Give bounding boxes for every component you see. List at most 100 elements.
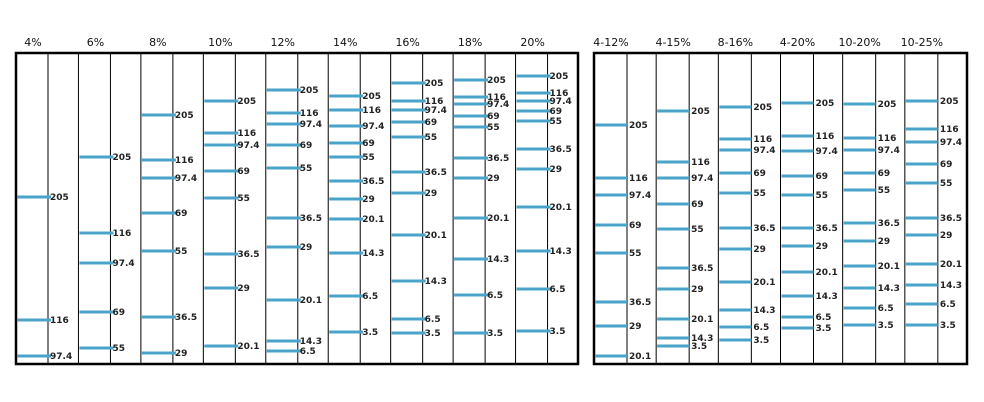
band-size-label: 36.5 (487, 154, 509, 164)
gel-lane: 14% 205 116 97.4 69 55 36.5 29 20.1 14.3 6.5 3.5 (327, 36, 384, 364)
band-size-label: 55 (300, 164, 313, 174)
protein-band (266, 245, 301, 249)
band-size-label: 36.5 (753, 224, 775, 234)
protein-band (141, 113, 176, 117)
protein-band (657, 176, 690, 180)
band-size-label: 6.5 (940, 300, 956, 310)
protein-band (391, 191, 426, 195)
band-size-label: 69 (691, 200, 704, 210)
band-size-label: 97.4 (425, 106, 447, 116)
band-size-label: 205 (753, 103, 772, 113)
protein-band (454, 125, 489, 129)
protein-band (657, 317, 690, 321)
protein-band (657, 160, 690, 164)
protein-band (905, 302, 938, 306)
protein-band (843, 306, 876, 310)
band-size-label: 116 (487, 93, 506, 103)
protein-band (781, 193, 814, 197)
lane-header: 8-16% (718, 36, 753, 49)
lane-header: 14% (333, 36, 357, 49)
band-size-label: 116 (940, 125, 959, 135)
protein-band (843, 264, 876, 268)
protein-band (329, 294, 364, 298)
protein-band (657, 227, 690, 231)
protein-band (454, 257, 489, 261)
band-size-label: 14.3 (487, 255, 509, 265)
protein-band (781, 101, 814, 105)
protein-band (329, 108, 364, 112)
protein-band (329, 179, 364, 183)
band-size-label: 36.5 (550, 145, 572, 155)
band-size-label: 3.5 (487, 329, 503, 339)
protein-band (454, 216, 489, 220)
protein-band (516, 249, 551, 253)
band-size-label: 97.4 (487, 100, 509, 110)
protein-band (204, 196, 239, 200)
protein-band (204, 169, 239, 173)
band-size-label: 20.1 (550, 203, 572, 213)
band-size-label: 205 (878, 100, 897, 110)
lane-header: 18% (458, 36, 482, 49)
band-size-label: 29 (237, 284, 250, 294)
protein-band (454, 176, 489, 180)
protein-band (843, 239, 876, 243)
protein-band (391, 317, 426, 321)
protein-band (719, 105, 752, 109)
band-size-label: 205 (300, 86, 319, 96)
protein-band (17, 354, 51, 358)
protein-band (266, 143, 301, 147)
protein-band (516, 329, 551, 333)
band-size-label: 29 (878, 237, 891, 247)
band-size-label: 36.5 (629, 298, 651, 308)
protein-band (595, 251, 627, 255)
protein-band (843, 323, 876, 327)
protein-band (657, 109, 690, 113)
protein-band (905, 283, 938, 287)
protein-band (391, 135, 426, 139)
band-size-label: 3.5 (878, 321, 894, 331)
protein-band (391, 233, 426, 237)
lane-header: 10-20% (838, 36, 880, 49)
band-size-label: 205 (816, 99, 835, 109)
gradient-gel-panel: 4-12%20511697.4695536.52920.14-15%205116… (592, 36, 969, 366)
band-size-label: 69 (112, 308, 125, 318)
gel-lane: 10-25% 205 116 97.4 69 55 36.5 29 20.1 14.3 6.5 3.5 (901, 36, 962, 364)
band-size-label: 14.3 (425, 277, 447, 287)
band-size-label: 205 (175, 111, 194, 121)
protein-band (391, 99, 426, 103)
protein-band (516, 167, 551, 171)
protein-band (266, 216, 301, 220)
band-size-label: 3.5 (816, 324, 832, 334)
protein-band (719, 191, 752, 195)
protein-band (329, 155, 364, 159)
band-size-label: 205 (940, 97, 959, 107)
band-size-label: 69 (550, 107, 563, 117)
gel-frame (14, 51, 580, 366)
protein-band (781, 134, 814, 138)
protein-band (781, 244, 814, 248)
protein-band (329, 141, 364, 145)
band-size-label: 97.4 (816, 147, 838, 157)
protein-band (454, 95, 489, 99)
band-size-label: 14.3 (816, 292, 838, 302)
band-size-label: 29 (175, 349, 188, 359)
band-size-label: 69 (940, 160, 953, 170)
band-size-label: 97.4 (878, 146, 900, 156)
band-size-label: 20.1 (237, 342, 259, 352)
band-size-label: 55 (362, 153, 375, 163)
band-size-label: 55 (425, 133, 438, 143)
protein-band (391, 331, 426, 335)
protein-band (843, 171, 876, 175)
protein-band (17, 318, 51, 322)
protein-band (595, 123, 627, 127)
protein-band (781, 315, 814, 319)
protein-band (454, 78, 489, 82)
protein-band (781, 149, 814, 153)
band-size-label: 20.1 (816, 268, 838, 278)
protein-band (141, 351, 176, 355)
band-size-label: 29 (362, 195, 375, 205)
protein-band (843, 148, 876, 152)
